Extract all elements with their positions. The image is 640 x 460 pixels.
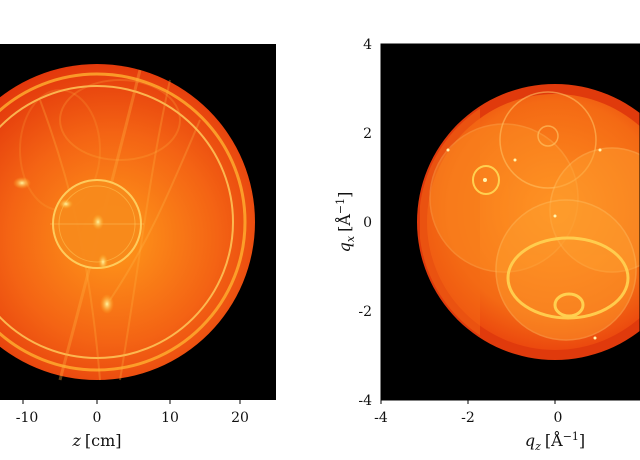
left-bright-spot xyxy=(98,254,108,270)
left-x-tick-marks xyxy=(22,400,241,404)
right-x-axis-sub: z xyxy=(534,440,541,453)
left-bright-spot xyxy=(59,199,73,209)
left-x-tick-label: 20 xyxy=(231,410,249,426)
right-panel xyxy=(381,44,640,400)
right-x-tick-marks xyxy=(380,400,556,404)
left-x-axis: -10 0 10 20 z [cm] xyxy=(16,400,249,450)
right-spot xyxy=(513,158,517,162)
left-bright-spot xyxy=(92,214,104,230)
right-x-tick-label: -2 xyxy=(461,410,475,426)
right-ring xyxy=(495,199,637,341)
left-streak xyxy=(109,119,201,301)
right-y-axis-unit: [Å xyxy=(334,214,354,232)
right-ring xyxy=(429,123,579,273)
right-ring xyxy=(549,147,640,273)
right-y-axis-var: q xyxy=(335,242,354,252)
right-spot xyxy=(553,214,557,218)
right-spot xyxy=(593,336,597,340)
left-streak xyxy=(119,79,171,381)
right-ring xyxy=(499,91,597,189)
left-x-axis-label: z [cm] xyxy=(71,431,121,450)
right-x-axis-unit: [Å xyxy=(545,430,563,450)
right-x-axis-label: qz [Å−1] xyxy=(525,430,585,453)
right-small-ring xyxy=(472,165,500,195)
right-main-disk xyxy=(427,94,640,350)
right-y-tick-label: 2 xyxy=(363,126,372,142)
right-x-axis-var: q xyxy=(525,431,535,450)
left-outer-ring xyxy=(0,72,247,372)
left-x-tick-label: -10 xyxy=(16,410,39,426)
right-spot xyxy=(598,148,602,152)
right-y-axis-close: ] xyxy=(335,192,354,198)
left-bright-spot xyxy=(100,294,114,314)
right-spot xyxy=(446,148,450,152)
left-x-axis-unit: [cm] xyxy=(85,431,122,450)
right-small-ring xyxy=(537,125,559,147)
right-y-tick-label: 0 xyxy=(363,215,372,231)
left-inner-ring xyxy=(0,85,234,359)
right-spot xyxy=(483,178,487,182)
right-x-axis: -4 -2 0 qz [Å−1] xyxy=(374,400,585,453)
right-x-tick-label: -4 xyxy=(374,410,388,426)
right-y-axis-sub: x xyxy=(344,235,357,242)
right-y-axis-label: qx [Å−1] xyxy=(334,192,357,253)
left-center-inner-ring xyxy=(58,185,136,263)
right-x-axis-exp: −1 xyxy=(563,430,579,443)
right-small-ring xyxy=(553,292,585,318)
right-x-tick-label: 0 xyxy=(554,410,563,426)
left-arc xyxy=(59,79,181,161)
right-y-tick-label: -4 xyxy=(358,393,372,409)
right-y-tick-label: 4 xyxy=(363,37,372,53)
left-panel xyxy=(0,44,276,400)
left-bright-spot xyxy=(13,177,31,189)
right-y-tick-marks xyxy=(381,43,385,401)
right-y-axis-exp: −1 xyxy=(334,198,347,214)
right-y-tick-label: -2 xyxy=(358,304,372,320)
left-x-tick-label: 0 xyxy=(93,410,102,426)
right-bright-ring xyxy=(506,236,630,320)
left-x-tick-label: 10 xyxy=(161,410,179,426)
right-x-axis-close: ] xyxy=(579,431,585,450)
right-y-axis: 4 2 0 -2 -4 qx [Å−1] xyxy=(334,37,385,409)
left-x-axis-var: z xyxy=(71,431,81,450)
